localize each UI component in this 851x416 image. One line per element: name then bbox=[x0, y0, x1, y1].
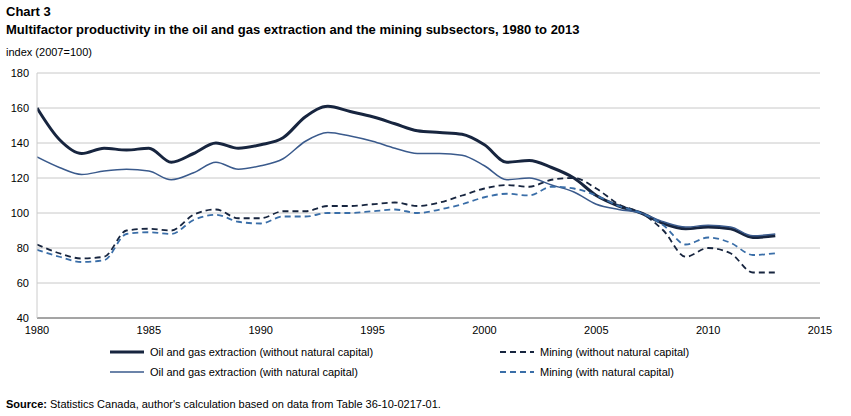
svg-text:1990: 1990 bbox=[248, 324, 272, 336]
svg-text:60: 60 bbox=[17, 277, 29, 289]
svg-text:180: 180 bbox=[11, 67, 29, 79]
html-text:Multifactor productivity in th: Multifactor productivity in the oil and … bbox=[6, 22, 580, 37]
html-text:Mining (with natural capital): Mining (with natural capital) bbox=[540, 366, 674, 378]
svg-text:1995: 1995 bbox=[360, 324, 384, 336]
svg-text:2000: 2000 bbox=[472, 324, 496, 336]
html-text:index (2007=100): index (2007=100) bbox=[6, 46, 92, 58]
svg-text:140: 140 bbox=[11, 137, 29, 149]
html-text:Mining (without natural capita: Mining (without natural capital) bbox=[540, 346, 690, 358]
svg-text:100: 100 bbox=[11, 207, 29, 219]
svg-text:1980: 1980 bbox=[25, 324, 49, 336]
svg-text:40: 40 bbox=[17, 312, 29, 324]
svg-text:1985: 1985 bbox=[137, 324, 161, 336]
svg-text:2010: 2010 bbox=[696, 324, 720, 336]
svg-text:2015: 2015 bbox=[808, 324, 832, 336]
html-text:Oil and gas extraction (with n: Oil and gas extraction (with natural cap… bbox=[150, 366, 358, 378]
svg-text:120: 120 bbox=[11, 172, 29, 184]
svg-text:80: 80 bbox=[17, 242, 29, 254]
svg-text:160: 160 bbox=[11, 102, 29, 114]
html-text:Chart 3: Chart 3 bbox=[6, 4, 51, 19]
html-text:Oil and gas extraction (withou: Oil and gas extraction (without natural … bbox=[150, 346, 374, 358]
svg-text:2005: 2005 bbox=[584, 324, 608, 336]
html-text:Source: Statistics Canada, aut: Source: Statistics Canada, author's calc… bbox=[6, 398, 441, 410]
